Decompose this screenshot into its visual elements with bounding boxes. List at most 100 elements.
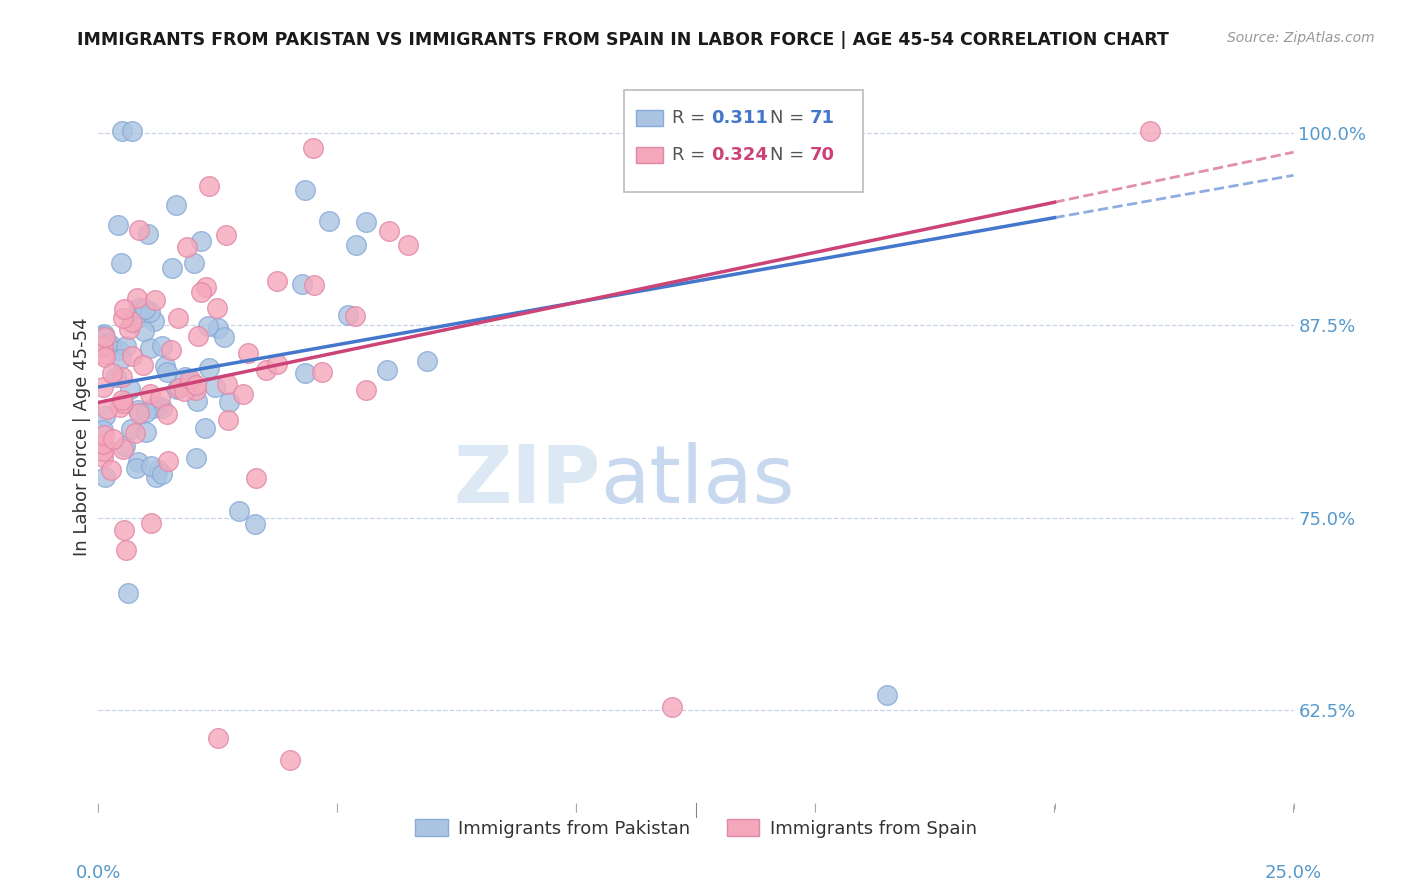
Point (111, 396, 134, 410)
Point (198, 360, 221, 375)
Point (145, 470, 167, 484)
Point (214, 330, 236, 344)
Point (120, 383, 142, 397)
Point (266, 274, 288, 288)
Point (127, 454, 149, 468)
Point (186, 451, 208, 466)
Point (207, 731, 229, 745)
Point (121, 124, 143, 138)
Point (120, 422, 142, 436)
Point (318, 214, 340, 228)
Text: Source: ZipAtlas.com: Source: ZipAtlas.com (1227, 31, 1375, 45)
Point (93, 428, 115, 442)
Text: R =: R = (672, 109, 711, 128)
Point (186, 383, 208, 397)
Point (159, 343, 181, 357)
Text: R =: R = (672, 145, 711, 164)
Point (100, 338, 122, 352)
Point (135, 405, 157, 419)
Point (125, 291, 148, 305)
Point (311, 365, 333, 379)
Point (114, 439, 136, 453)
Text: IMMIGRANTS FROM PAKISTAN VS IMMIGRANTS FROM SPAIN IN LABOR FORCE | AGE 45-54 COR: IMMIGRANTS FROM PAKISTAN VS IMMIGRANTS F… (77, 31, 1170, 49)
Point (294, 366, 316, 380)
Point (228, 504, 250, 518)
Point (153, 359, 176, 374)
Point (127, 402, 149, 417)
Point (111, 392, 134, 407)
Point (108, 401, 131, 415)
Point (176, 240, 198, 254)
Point (111, 442, 134, 457)
Point (111, 310, 134, 325)
Point (302, 141, 325, 155)
Point (124, 425, 146, 440)
Point (150, 401, 173, 415)
Point (337, 309, 360, 323)
Point (190, 234, 212, 248)
Point (134, 302, 156, 317)
Point (108, 343, 131, 358)
Point (302, 277, 325, 292)
Point (173, 384, 195, 398)
Point (139, 341, 162, 355)
Point (91, 437, 114, 451)
Point (94, 409, 117, 423)
Point (128, 310, 150, 325)
Point (1139, 124, 1161, 138)
Point (115, 339, 138, 353)
Point (183, 256, 205, 270)
Point (180, 375, 202, 389)
Point (160, 260, 183, 275)
Point (118, 322, 141, 336)
Point (167, 381, 190, 395)
Point (174, 370, 197, 384)
Point (356, 383, 378, 397)
Point (139, 516, 162, 530)
Point (266, 358, 288, 372)
Point (354, 215, 377, 229)
Point (136, 227, 159, 242)
Point (142, 401, 165, 415)
Point (93, 437, 115, 451)
FancyBboxPatch shape (637, 146, 662, 163)
Point (132, 358, 155, 372)
Point (245, 470, 267, 484)
Point (204, 380, 226, 394)
Point (187, 329, 209, 343)
Point (135, 425, 157, 440)
Text: ZIP: ZIP (453, 442, 600, 520)
Point (190, 285, 212, 300)
Text: 0.0%: 0.0% (76, 864, 121, 882)
Point (94, 350, 117, 364)
Point (416, 354, 439, 368)
Point (146, 400, 169, 414)
FancyBboxPatch shape (624, 90, 863, 192)
Point (197, 318, 219, 333)
Point (396, 238, 419, 252)
Y-axis label: In Labor Force | Age 45-54: In Labor Force | Age 45-54 (73, 318, 91, 557)
Point (207, 321, 229, 335)
Point (91, 328, 114, 343)
Point (217, 413, 239, 427)
Point (139, 305, 162, 319)
Point (278, 753, 301, 767)
Point (94, 470, 117, 484)
Point (104, 370, 127, 384)
Point (243, 516, 266, 531)
Point (112, 302, 135, 317)
Point (156, 365, 179, 379)
Point (93, 326, 115, 341)
Point (96, 402, 118, 417)
Point (107, 218, 129, 232)
Point (94, 330, 117, 344)
Point (112, 523, 135, 537)
Point (128, 406, 150, 420)
Point (91, 339, 114, 353)
Point (111, 124, 134, 138)
Point (179, 372, 201, 386)
Point (375, 363, 398, 377)
FancyBboxPatch shape (637, 110, 662, 127)
Point (91, 450, 114, 464)
Point (143, 293, 166, 308)
